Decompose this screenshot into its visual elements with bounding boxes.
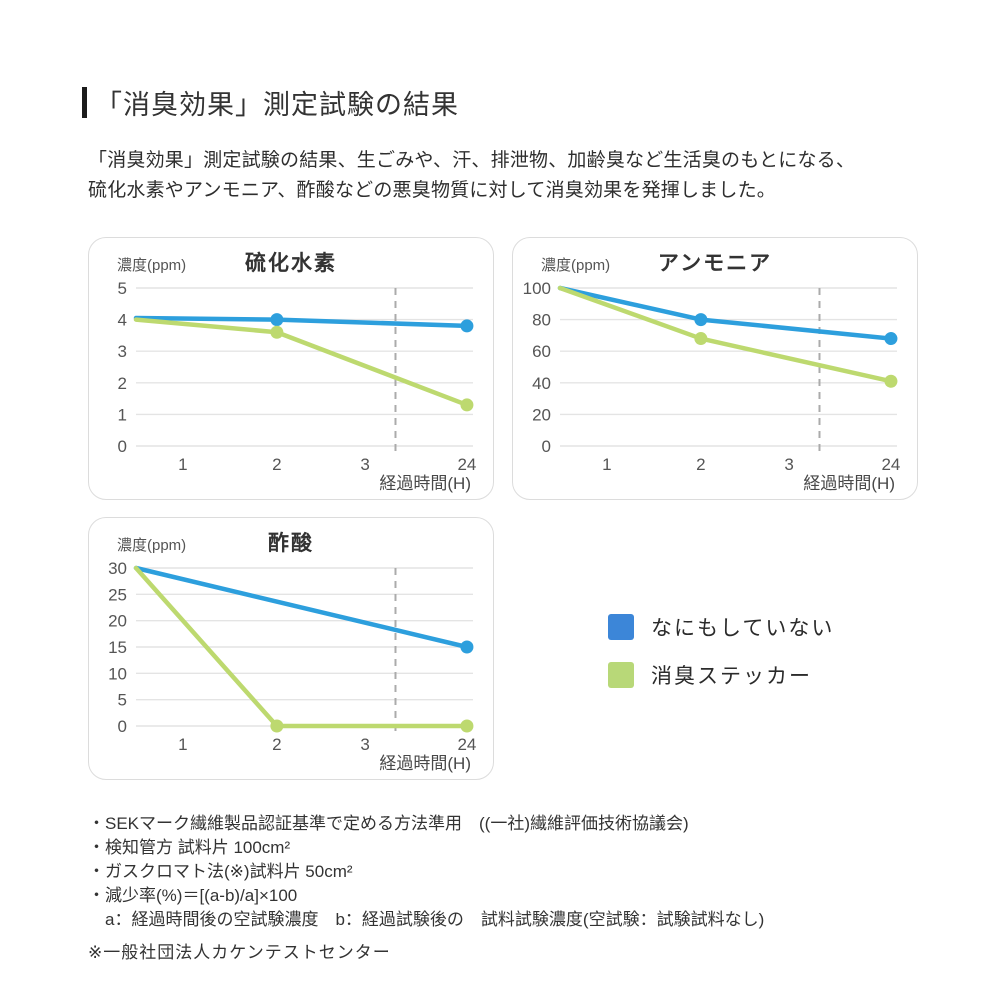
y-tick-label: 40 [532, 374, 551, 393]
data-point-dot [270, 313, 284, 327]
ammonia-line-chart: 100 80 60 40 20 0 1 2 3 24 [523, 279, 901, 474]
data-point-dot [884, 332, 898, 346]
data-point-dot [270, 325, 284, 339]
data-point-dot [460, 719, 474, 733]
x-tick-label: 2 [272, 735, 281, 754]
data-point-dot [460, 398, 474, 412]
data-point-dot [270, 719, 284, 733]
chart-header: 濃度(ppm) 酢酸 [89, 518, 493, 560]
intro-line-2: 硫化水素やアンモニア、酢酸などの悪臭物質に対して消臭効果を発揮しました。 [88, 180, 776, 201]
chart-card-ammonia: 濃度(ppm) アンモニア 100 80 60 40 20 0 1 2 3 24 経過時間(H) [512, 237, 918, 500]
data-point-dot [460, 640, 474, 654]
x-tick-label: 1 [602, 455, 611, 474]
y-tick-label: 0 [118, 717, 127, 736]
legend-label-deodorant-sticker: 消臭ステッカー [651, 664, 812, 688]
y-tick-label: 3 [118, 342, 127, 361]
y-tick-label: 15 [108, 638, 127, 657]
series-line [133, 565, 470, 650]
data-point-dot [884, 374, 898, 388]
footnotes: ・SEKマーク繊維製品認証基準で定める方法準用 ((一社)繊維評価技術協議会) … [88, 812, 764, 932]
y-tick-label: 5 [118, 691, 127, 710]
acetic-acid-line-chart: 30 25 20 15 10 5 0 1 2 3 24 [108, 559, 476, 754]
y-tick-label: 0 [118, 437, 127, 456]
y-tick-label: 80 [532, 311, 551, 330]
x-tick-label: 2 [272, 455, 281, 474]
y-tick-label: 2 [118, 374, 127, 393]
y-tick-label: 20 [108, 612, 127, 631]
x-tick-label: 24 [457, 735, 476, 754]
x-tick-label: 1 [178, 455, 187, 474]
chart-title: 酢酸 [268, 532, 314, 555]
chart-title: アンモニア [657, 252, 773, 275]
y-tick-label: 20 [532, 405, 551, 424]
x-tick-label: 24 [881, 455, 900, 474]
y-tick-label: 4 [118, 311, 127, 330]
legend-swatch-green [608, 661, 634, 688]
legend-swatch-blue [608, 613, 634, 640]
legend-label-untreated: なにもしていない [651, 616, 835, 640]
x-tick-label: 1 [178, 735, 187, 754]
data-point-dot [460, 319, 474, 333]
hydrogen-sulfide-line-chart: 5 4 3 2 1 0 1 2 3 24 [118, 279, 477, 474]
intro-line-1: 「消臭効果」測定試験の結果、生ごみや、汗、排泄物、加齢臭など生活臭のもとになる、 [88, 150, 856, 171]
legend-item-deodorant-sticker: 消臭ステッカー [608, 661, 834, 688]
footnote-line: ・SEKマーク繊維製品認証基準で定める方法準用 ((一社)繊維評価技術協議会) [88, 814, 689, 833]
y-tick-label: 1 [118, 405, 127, 424]
heading-accent-bar [82, 87, 87, 118]
page-heading: 「消臭効果」測定試験の結果 [82, 83, 459, 122]
x-tick-label: 2 [696, 455, 705, 474]
x-axis-label: 経過時間(H) [379, 474, 471, 493]
footnote-line: ・ガスクロマト法(※)試料片 50cm² [88, 862, 353, 881]
x-tick-label: 3 [360, 455, 369, 474]
x-tick-label: 24 [457, 455, 476, 474]
y-tick-label: 0 [542, 437, 551, 456]
footnote-line: a：経過時間後の空試験濃度 b：経過試験後の 試料試験濃度(空試験：試験試料なし… [88, 910, 765, 929]
y-tick-label: 25 [108, 585, 127, 604]
chart-header: 濃度(ppm) アンモニア [513, 238, 917, 280]
x-tick-label: 3 [360, 735, 369, 754]
footnote-line: ・減少率(%)＝[(a-b)/a]×100 [88, 886, 298, 905]
x-axis-label: 経過時間(H) [379, 754, 471, 773]
intro-paragraph: 「消臭効果」測定試験の結果、生ごみや、汗、排泄物、加齢臭など生活臭のもとになる、… [88, 146, 855, 206]
y-tick-label: 100 [523, 279, 551, 298]
y-axis-label: 濃度(ppm) [541, 257, 611, 274]
x-tick-label: 3 [784, 455, 793, 474]
chart-card-acetic-acid: 濃度(ppm) 酢酸 30 25 20 15 10 5 0 1 2 3 24 経過時間(H) [88, 517, 494, 780]
y-axis-label: 濃度(ppm) [117, 537, 187, 554]
x-axis-label: 経過時間(H) [803, 474, 895, 493]
y-tick-label: 60 [532, 342, 551, 361]
y-tick-label: 5 [118, 279, 127, 298]
footnote-line: ・検知管方 試料片 100cm² [88, 838, 291, 857]
y-axis-label: 濃度(ppm) [117, 257, 187, 274]
legend: なにもしていない 消臭ステッカー [608, 613, 834, 709]
chart-title: 硫化水素 [245, 252, 337, 275]
data-point-dot [694, 332, 708, 346]
chart-header: 濃度(ppm) 硫化水素 [89, 238, 493, 280]
page-title: 「消臭効果」測定試験の結果 [95, 90, 459, 120]
chart-card-hydrogen-sulfide: 濃度(ppm) 硫化水素 5 4 3 2 1 0 1 2 3 24 経過時間(H) [88, 237, 494, 500]
y-tick-label: 30 [108, 559, 127, 578]
footnote-asterisk: ※一般社団法人カケンテストセンター [88, 943, 391, 962]
y-tick-label: 10 [108, 664, 127, 683]
data-point-dot [694, 313, 708, 327]
series-line [133, 317, 470, 408]
series-line [557, 285, 894, 341]
legend-item-untreated: なにもしていない [608, 613, 834, 640]
